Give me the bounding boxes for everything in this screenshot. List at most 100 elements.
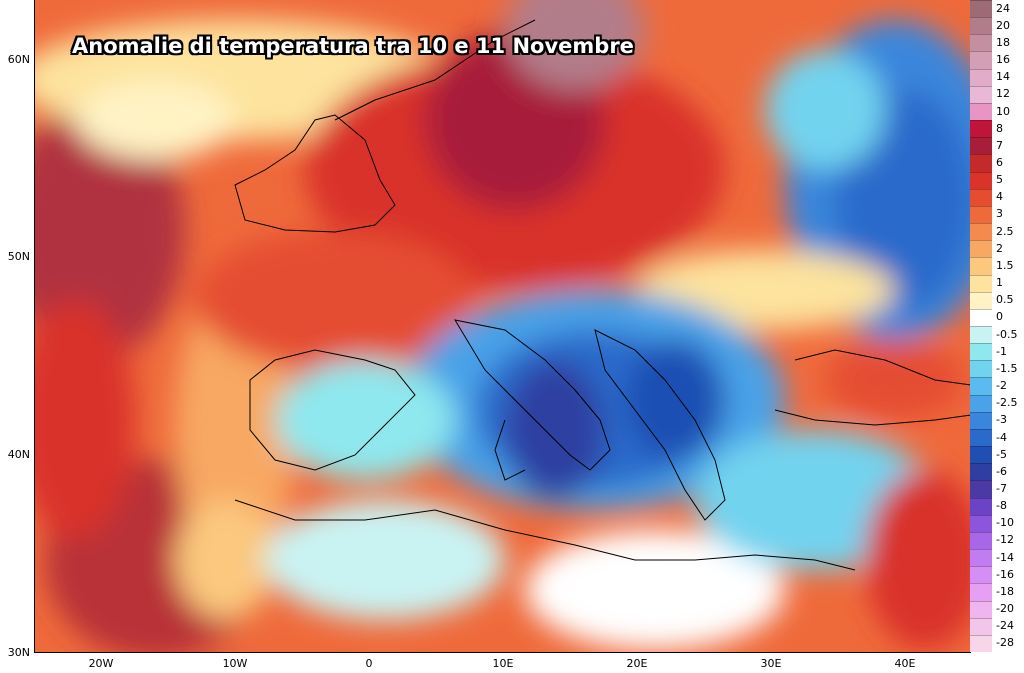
legend-swatch xyxy=(970,446,992,464)
legend-swatch xyxy=(970,171,992,189)
map-canvas xyxy=(35,0,971,652)
lon-label-40e: 40E xyxy=(894,657,916,670)
legend-label: 24 xyxy=(996,1,1010,15)
temperature-anomaly-map xyxy=(34,0,971,653)
legend-entry: -6 xyxy=(970,463,1024,481)
legend-label: 4 xyxy=(996,190,1003,204)
legend-swatch xyxy=(970,0,992,18)
legend-swatch xyxy=(970,343,992,361)
legend-entry: -3 xyxy=(970,411,1024,429)
anomaly-field xyxy=(35,0,971,652)
legend-entry: -2.5 xyxy=(970,394,1024,412)
legend-entry: 20 xyxy=(970,17,1024,35)
legend-entry: -5 xyxy=(970,446,1024,464)
legend-swatch xyxy=(970,514,992,532)
legend-swatch xyxy=(970,428,992,447)
legend-swatch xyxy=(970,34,992,52)
legend-swatch xyxy=(970,600,992,618)
legend-label: 3 xyxy=(996,207,1003,221)
legend-label: -1 xyxy=(996,344,1007,358)
legend-label: 2 xyxy=(996,241,1003,255)
legend-entry: -1 xyxy=(970,343,1024,361)
coastlines xyxy=(234,19,971,571)
legend-swatch xyxy=(970,85,992,103)
legend-swatch xyxy=(970,154,992,172)
legend-entry: 1.5 xyxy=(970,257,1024,275)
legend-label: 8 xyxy=(996,121,1003,135)
legend-swatch xyxy=(970,102,992,121)
legend-swatch xyxy=(970,137,992,155)
legend-label: -28 xyxy=(996,636,1014,650)
legend-entry: 0 xyxy=(970,308,1024,326)
legend-entry: 4 xyxy=(970,188,1024,206)
legend-swatch xyxy=(970,308,992,326)
legend-label: 7 xyxy=(996,138,1003,152)
legend-swatch xyxy=(970,240,992,258)
legend-swatch xyxy=(970,17,992,35)
legend-swatch xyxy=(970,549,992,567)
legend-entry: 8 xyxy=(970,120,1024,138)
lat-label-60n: 60N xyxy=(7,53,30,66)
legend-label: 0.5 xyxy=(996,293,1014,307)
legend-entry: 12 xyxy=(970,85,1024,103)
legend-label: 1 xyxy=(996,276,1003,290)
legend-swatch xyxy=(970,274,992,292)
legend-entry: 6 xyxy=(970,154,1024,172)
legend-entry: -18 xyxy=(970,583,1024,601)
legend-swatch xyxy=(970,360,992,378)
legend-swatch xyxy=(970,205,992,224)
legend-swatch xyxy=(970,68,992,86)
lat-label-50n: 50N xyxy=(7,250,30,263)
legend-entry: 24 xyxy=(970,0,1024,18)
legend-swatch xyxy=(970,377,992,395)
legend-swatch xyxy=(970,51,992,69)
color-legend: 24 20 18 16 14 12 10 8 7 6 5 4 3 2.5 2 1.5 1 0.5 0 -0.5 -1 -1… xyxy=(970,0,1024,652)
legend-label: -2.5 xyxy=(996,396,1018,410)
lat-label-30n: 30N xyxy=(7,646,30,659)
lon-label-20w: 20W xyxy=(88,657,114,670)
legend-swatch xyxy=(970,617,992,635)
legend-entry: -20 xyxy=(970,600,1024,618)
legend-entry: 16 xyxy=(970,51,1024,69)
legend-entry: -0.5 xyxy=(970,326,1024,344)
legend-entry: -1.5 xyxy=(970,360,1024,378)
legend-label: -4 xyxy=(996,430,1007,444)
lon-label-0: 0 xyxy=(365,657,373,670)
legend-label: 5 xyxy=(996,173,1003,187)
legend-entry: -10 xyxy=(970,514,1024,532)
legend-swatch xyxy=(970,326,992,344)
legend-label: 1.5 xyxy=(996,258,1014,272)
legend-label: -3 xyxy=(996,413,1007,427)
lon-label-30e: 30E xyxy=(760,657,782,670)
legend-entry: -8 xyxy=(970,497,1024,515)
legend-swatch xyxy=(970,188,992,206)
legend-entry: 10 xyxy=(970,102,1024,121)
legend-swatch xyxy=(970,411,992,429)
legend-label: 14 xyxy=(996,70,1010,84)
legend-label: -7 xyxy=(996,481,1007,495)
lon-label-10e: 10E xyxy=(492,657,514,670)
legend-swatch xyxy=(970,291,992,309)
map-title: Anomalie di temperatura tra 10 e 11 Nove… xyxy=(72,34,634,58)
legend-entry: -12 xyxy=(970,531,1024,550)
legend-swatch xyxy=(970,531,992,550)
legend-entry: -28 xyxy=(970,634,1024,652)
legend-label: -20 xyxy=(996,602,1014,616)
legend-label: -16 xyxy=(996,567,1014,581)
legend-swatch xyxy=(970,394,992,412)
legend-swatch xyxy=(970,566,992,584)
legend-label: 18 xyxy=(996,35,1010,49)
legend-label: 10 xyxy=(996,104,1010,118)
legend-label: 6 xyxy=(996,155,1003,169)
lon-label-10w: 10W xyxy=(222,657,248,670)
legend-label: -6 xyxy=(996,464,1007,478)
legend-swatch xyxy=(970,257,992,275)
legend-label: -2 xyxy=(996,379,1007,393)
legend-swatch xyxy=(970,634,992,652)
legend-swatch xyxy=(970,463,992,481)
legend-label: 16 xyxy=(996,53,1010,67)
legend-label: -0.5 xyxy=(996,327,1018,341)
legend-swatch xyxy=(970,120,992,138)
legend-entry: 5 xyxy=(970,171,1024,189)
legend-entry: -7 xyxy=(970,480,1024,498)
